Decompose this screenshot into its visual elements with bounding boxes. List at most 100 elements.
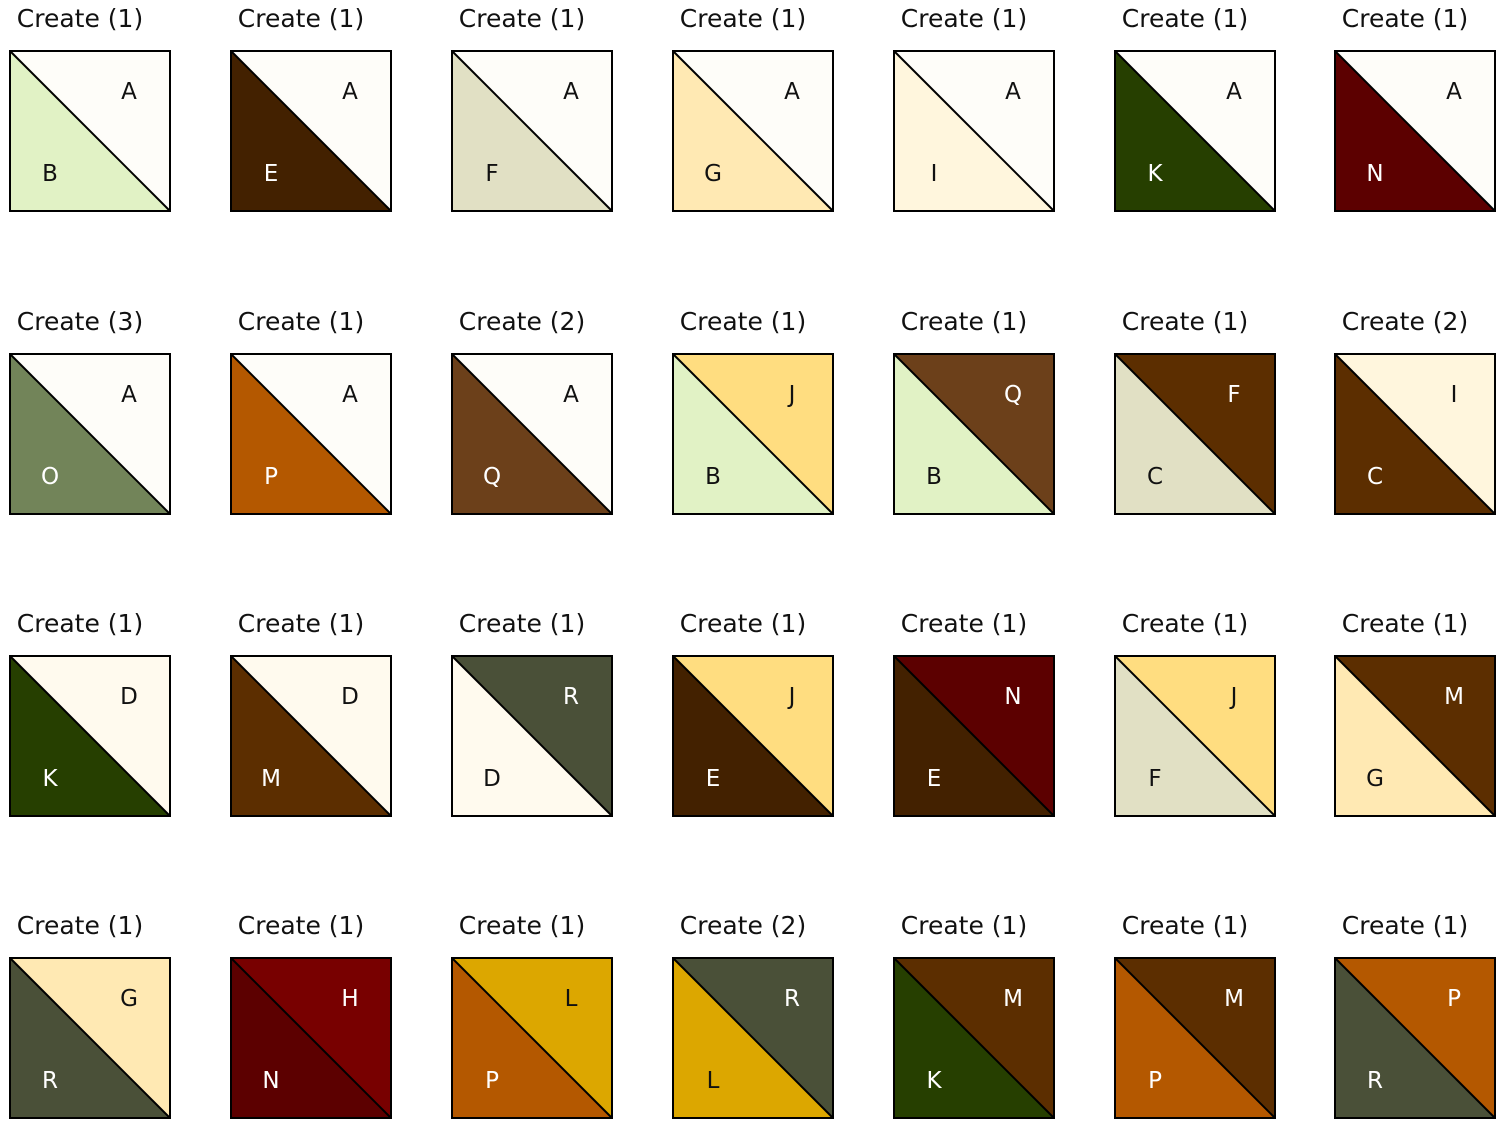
upper-fabric-letter: M	[1444, 684, 1464, 710]
quilt-block: Create (2) I C	[1325, 303, 1503, 523]
half-square-triangle: IC	[1334, 353, 1496, 515]
quilt-block: Create (1) J F	[1105, 605, 1285, 825]
lower-fabric-letter: L	[707, 1068, 720, 1094]
half-square-triangle: MP	[1114, 957, 1276, 1119]
block-border	[1334, 655, 1496, 817]
block-border	[672, 50, 834, 212]
block-border	[230, 655, 392, 817]
half-square-triangle: MK	[893, 957, 1055, 1119]
block-caption: Create (1)	[458, 4, 586, 33]
block-caption: Create (1)	[679, 307, 807, 336]
lower-fabric-letter: K	[1147, 161, 1163, 187]
quilt-block: Create (1) M G	[1325, 605, 1503, 825]
block-border	[230, 50, 392, 212]
lower-fabric-letter: O	[41, 464, 59, 490]
block-border	[1334, 353, 1496, 515]
lower-fabric-letter: P	[485, 1068, 499, 1094]
lower-fabric-letter: E	[706, 766, 721, 792]
half-square-triangle: NE	[893, 655, 1055, 817]
block-caption: Create (1)	[1121, 911, 1249, 940]
block-border	[893, 50, 1055, 212]
half-square-triangle: AK	[1114, 50, 1276, 212]
diagonal-seam	[1334, 957, 1496, 1119]
half-square-triangle: AB	[9, 50, 171, 212]
diagonal-seam	[451, 957, 613, 1119]
block-border	[1114, 655, 1276, 817]
block-border	[230, 353, 392, 515]
lower-fabric-letter: I	[931, 161, 938, 187]
upper-fabric-letter: P	[1447, 986, 1461, 1012]
quilt-block: Create (1) M P	[1105, 907, 1285, 1127]
half-square-triangle: AG	[672, 50, 834, 212]
block-border	[1334, 50, 1496, 212]
quilt-block: Create (1) L P	[442, 907, 622, 1127]
diagonal-seam	[9, 353, 171, 515]
quilt-block: Create (1) A I	[884, 0, 1064, 220]
lower-fabric-letter: F	[1148, 766, 1161, 792]
lower-fabric-letter: E	[264, 161, 279, 187]
block-border	[672, 655, 834, 817]
diagonal-seam	[9, 50, 171, 212]
block-caption: Create (1)	[237, 307, 365, 336]
lower-fabric-letter: K	[926, 1068, 942, 1094]
diagonal-seam	[451, 50, 613, 212]
block-caption: Create (1)	[237, 609, 365, 638]
lower-fabric-letter: E	[927, 766, 942, 792]
block-caption: Create (1)	[16, 609, 144, 638]
quilt-block: Create (2) R L	[663, 907, 843, 1127]
quilt-block: Create (1) G R	[0, 907, 180, 1127]
diagonal-seam	[893, 655, 1055, 817]
diagonal-seam	[672, 353, 834, 515]
upper-fabric-letter: Q	[1004, 382, 1022, 408]
quilt-block: Create (1) J B	[663, 303, 843, 523]
upper-fabric-letter: D	[341, 684, 359, 710]
upper-fabric-letter: D	[120, 684, 138, 710]
diagonal-seam	[230, 50, 392, 212]
half-square-triangle: GR	[9, 957, 171, 1119]
block-caption: Create (1)	[1121, 307, 1249, 336]
quilt-block: Create (1) A K	[1105, 0, 1285, 220]
half-square-triangle: AP	[230, 353, 392, 515]
upper-fabric-letter: H	[341, 986, 358, 1012]
block-caption: Create (1)	[679, 4, 807, 33]
upper-fabric-letter: A	[121, 79, 137, 105]
block-border	[9, 655, 171, 817]
quilt-block: Create (2) A Q	[442, 303, 622, 523]
upper-fabric-letter: A	[1005, 79, 1021, 105]
lower-fabric-letter: G	[1366, 766, 1384, 792]
quilt-block: Create (1) R D	[442, 605, 622, 825]
lower-fabric-letter: N	[1366, 161, 1383, 187]
upper-fabric-letter: A	[784, 79, 800, 105]
half-square-triangle: AF	[451, 50, 613, 212]
diagonal-seam	[230, 957, 392, 1119]
half-square-triangle: RD	[451, 655, 613, 817]
lower-fabric-letter: K	[42, 766, 58, 792]
lower-fabric-letter: C	[1367, 464, 1383, 490]
lower-fabric-letter: B	[42, 161, 58, 187]
block-caption: Create (2)	[1341, 307, 1469, 336]
lower-fabric-letter: G	[704, 161, 722, 187]
lower-fabric-letter: C	[1147, 464, 1163, 490]
block-caption: Create (1)	[1121, 609, 1249, 638]
upper-fabric-letter: F	[1227, 382, 1240, 408]
half-square-triangle: RL	[672, 957, 834, 1119]
diagonal-seam	[893, 50, 1055, 212]
diagonal-seam	[451, 655, 613, 817]
block-caption: Create (1)	[900, 307, 1028, 336]
lower-fabric-letter: D	[483, 766, 501, 792]
block-caption: Create (1)	[1341, 609, 1469, 638]
block-caption: Create (1)	[237, 4, 365, 33]
half-square-triangle: AI	[893, 50, 1055, 212]
diagonal-seam	[1114, 353, 1276, 515]
upper-fabric-letter: A	[563, 382, 579, 408]
half-square-triangle: JB	[672, 353, 834, 515]
half-square-triangle: QB	[893, 353, 1055, 515]
lower-fabric-letter: Q	[483, 464, 501, 490]
diagonal-seam	[230, 353, 392, 515]
diagonal-seam	[1114, 957, 1276, 1119]
lower-fabric-letter: F	[485, 161, 498, 187]
quilt-block: Create (1) Q B	[884, 303, 1064, 523]
quilt-block: Create (1) A E	[221, 0, 401, 220]
lower-fabric-letter: R	[42, 1068, 58, 1094]
